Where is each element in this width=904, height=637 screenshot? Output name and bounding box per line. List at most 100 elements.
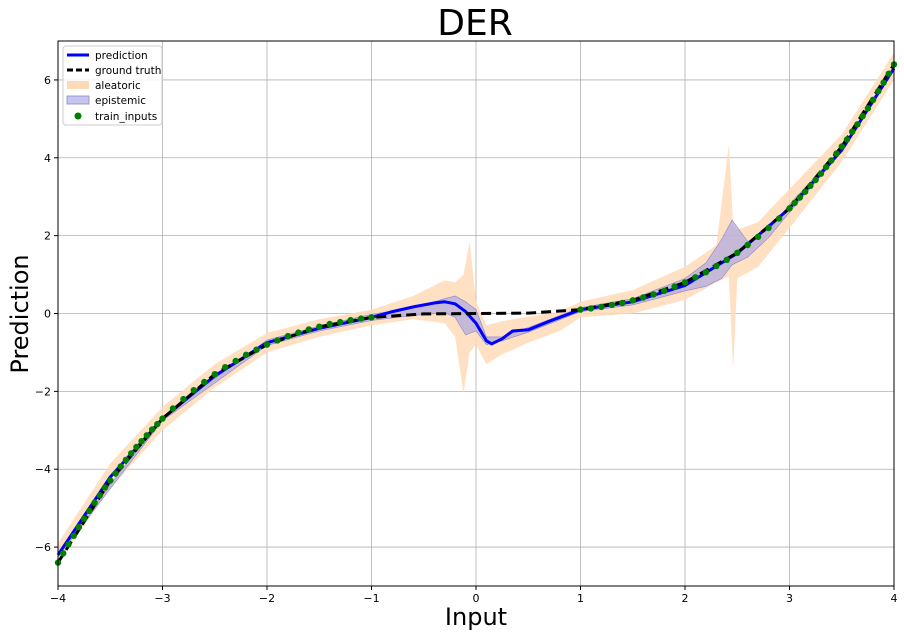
train-point [201, 378, 208, 386]
x-tick-label: 2 [682, 592, 689, 605]
train-point [112, 470, 119, 477]
train-point [70, 532, 77, 539]
train-point [148, 426, 156, 433]
y-axis-title: Prediction [6, 254, 34, 373]
train-point [577, 306, 584, 313]
train-point [817, 170, 825, 177]
train-point [660, 287, 668, 295]
legend-swatch-epistemic [66, 95, 90, 105]
train-point [80, 515, 88, 522]
train-point [107, 477, 114, 484]
train-point [222, 364, 229, 371]
y-tick-label: 4 [44, 152, 51, 165]
train-point [864, 105, 872, 112]
train-point [274, 337, 281, 344]
x-axis-title: Input [445, 603, 507, 631]
train-point [91, 499, 98, 506]
legend-label-prediction: prediction [95, 50, 148, 62]
x-tick-label: 0 [473, 592, 480, 605]
train-point [671, 283, 678, 290]
prediction-line [56, 67, 896, 556]
x-tick-label: −3 [154, 592, 170, 605]
legend-label-aleatoric: aleatoric [95, 80, 141, 92]
y-tick-label: −2 [35, 385, 51, 398]
train-point [608, 301, 616, 309]
train-point [629, 297, 636, 304]
train-point [791, 199, 798, 207]
train-point [650, 291, 657, 298]
train-point [133, 443, 140, 451]
train-point [744, 241, 751, 249]
train-point [880, 79, 887, 86]
train-point [96, 492, 104, 499]
y-tick-label: 6 [44, 74, 51, 87]
train-point [180, 395, 187, 403]
train-point [775, 215, 783, 222]
train-point [305, 326, 312, 333]
y-tick-label: 2 [44, 230, 51, 243]
train-point [828, 157, 835, 164]
legend-swatch-train-inputs [74, 112, 82, 120]
train-point [138, 438, 145, 445]
legend: prediction ground truth aleatoric epistemic… [62, 45, 163, 126]
train-point [802, 188, 809, 195]
train-point [854, 121, 861, 128]
train-point [75, 524, 83, 531]
train-point [843, 136, 851, 143]
train-point [337, 318, 344, 326]
train-point [702, 269, 710, 276]
x-tick-label: 4 [891, 592, 898, 605]
train-point [681, 279, 689, 286]
train-point [347, 316, 354, 324]
train-point [869, 96, 877, 104]
train-point [587, 305, 595, 312]
train-point [65, 541, 72, 548]
train-point [796, 194, 804, 201]
train-point [765, 224, 772, 232]
y-tick-label: −6 [35, 541, 51, 554]
legend-swatch-aleatoric [67, 81, 89, 89]
train-point [692, 274, 699, 281]
train-point [640, 294, 647, 301]
x-tick-label: −2 [259, 592, 275, 605]
aleatoric-band [58, 52, 894, 563]
legend-label-train-inputs: train_inputs [95, 111, 157, 123]
legend-label-ground-truth: ground truth [95, 65, 161, 77]
train-point [232, 357, 239, 365]
chart-title: DER [437, 3, 512, 44]
train-point [326, 320, 333, 328]
train-point [295, 329, 302, 336]
train-point [159, 415, 166, 422]
train-point [169, 405, 177, 412]
y-tick-label: −4 [35, 463, 51, 476]
legend-box [62, 45, 163, 126]
x-tick-label: 1 [577, 592, 584, 605]
train-point [60, 550, 67, 557]
train-points [54, 61, 898, 566]
y-tick-label: 0 [44, 308, 51, 321]
legend-label-epistemic: epistemic [95, 95, 146, 107]
ground-truth-line [56, 63, 896, 564]
series-lines [56, 63, 896, 564]
train-point [316, 323, 323, 330]
train-point [734, 249, 741, 256]
train-point [598, 303, 605, 311]
train-point [101, 484, 109, 491]
axis-ticks: −4 −3 −2 −1 0 1 2 3 4 −6 −4 −2 0 2 4 6 [35, 74, 898, 605]
train-point [190, 387, 197, 394]
train-point [723, 256, 730, 263]
train-point [838, 143, 845, 150]
train-point [242, 351, 250, 358]
train-point [713, 262, 720, 270]
train-point [143, 432, 150, 439]
train-point [822, 163, 830, 171]
train-point [849, 128, 856, 135]
x-tick-label: −4 [50, 592, 66, 605]
train-point [284, 332, 292, 340]
train-point [357, 315, 365, 322]
train-point [117, 463, 124, 470]
train-point [263, 341, 271, 348]
train-point [786, 205, 793, 212]
train-point [875, 88, 882, 95]
